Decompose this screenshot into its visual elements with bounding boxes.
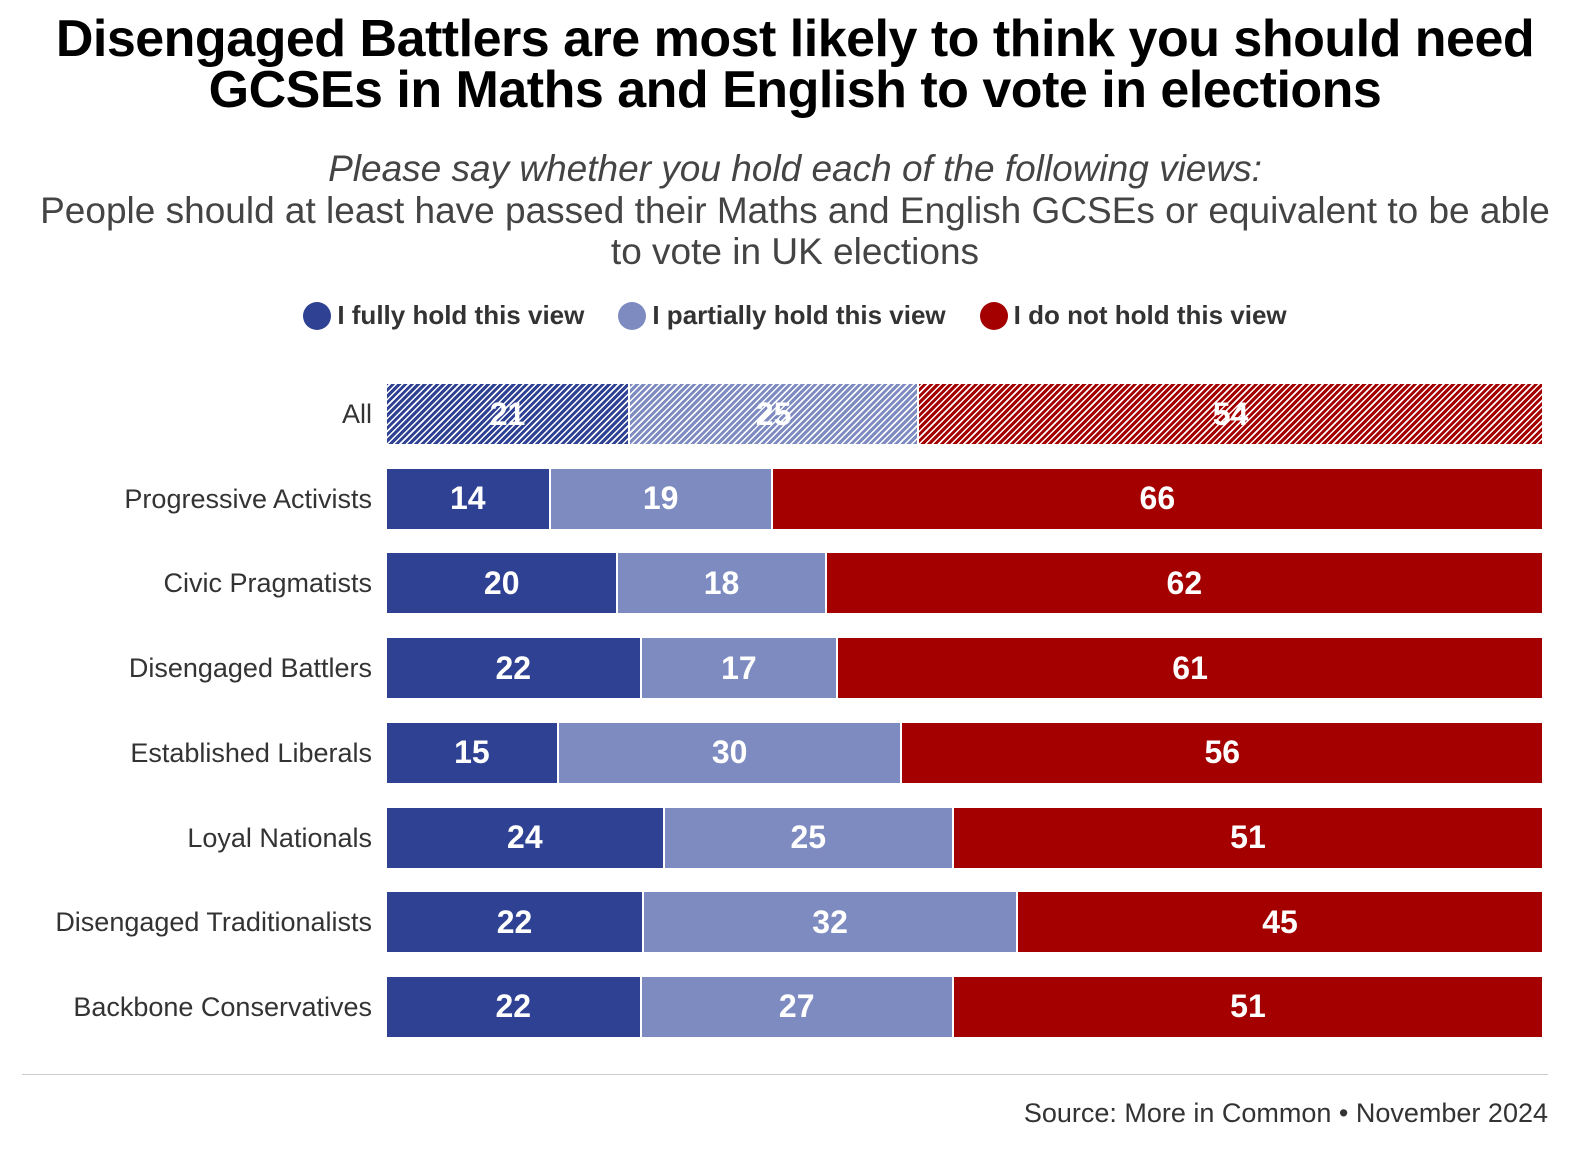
- data-label: 22: [495, 649, 532, 686]
- data-label: 32: [812, 903, 848, 940]
- bar-segment: 22: [387, 892, 645, 953]
- data-label: 14: [450, 480, 486, 517]
- data-label: 19: [642, 480, 679, 517]
- legend-label: I partially hold this view: [652, 300, 946, 330]
- data-label: 54: [1212, 395, 1249, 432]
- chart-subtitle-question: Please say whether you hold each of the …: [328, 148, 1262, 189]
- legend: I fully hold this view I partially hold t…: [0, 300, 1590, 331]
- data-label: 51: [1230, 988, 1266, 1025]
- bar-segment: 30: [558, 722, 903, 783]
- data-label: 66: [1139, 480, 1176, 517]
- bar-segment: 45: [1018, 892, 1544, 953]
- bar-segment: 25: [664, 807, 954, 868]
- bar-segment: 18: [618, 553, 827, 614]
- bar-segment: 32: [644, 892, 1019, 953]
- data-label: 15: [454, 734, 490, 771]
- data-label: 25: [790, 819, 827, 855]
- bar-segment: 25: [629, 384, 920, 444]
- bar-segment: 14: [387, 468, 551, 529]
- category-label: Disengaged Battlers: [128, 653, 372, 684]
- category-label: All: [341, 399, 372, 429]
- data-label: 24: [507, 819, 543, 855]
- legend-label: I do not hold this view: [1013, 300, 1287, 330]
- bar-segment: 21: [387, 384, 630, 444]
- bar-segment: 54: [919, 384, 1544, 444]
- data-label: 17: [721, 649, 757, 686]
- data-label: 21: [489, 395, 526, 432]
- bar-segment: 19: [550, 468, 773, 529]
- bar-segment: 27: [641, 976, 954, 1037]
- data-label: 62: [1166, 564, 1203, 601]
- legend-swatch: [303, 301, 332, 330]
- divider: [22, 1074, 1548, 1075]
- source-note: Source: More in Common • November 2024: [1023, 1098, 1548, 1128]
- category-label: Loyal Nationals: [187, 822, 372, 853]
- bar-segment: 56: [902, 722, 1544, 783]
- legend-swatch: [618, 301, 647, 330]
- bar-segment: 61: [838, 638, 1544, 699]
- category-label: Civic Pragmatists: [163, 568, 372, 599]
- data-label: 27: [778, 988, 815, 1025]
- category-label: Progressive Activists: [124, 483, 372, 514]
- data-label: 30: [711, 734, 748, 771]
- data-label: 56: [1204, 734, 1241, 771]
- legend-label: I fully hold this view: [337, 300, 585, 330]
- data-label: 61: [1172, 649, 1208, 686]
- bar-segment: 66: [772, 468, 1544, 529]
- legend-item: I partially hold this view: [618, 300, 946, 331]
- bar-segment: 15: [387, 722, 559, 783]
- data-label: 22: [495, 988, 532, 1025]
- legend-swatch: [979, 301, 1008, 330]
- chart-subtitle-statement: People should at least have passed their…: [40, 190, 1550, 272]
- category-label: Backbone Conservatives: [73, 991, 372, 1022]
- data-label: 51: [1230, 819, 1266, 855]
- legend-item: I fully hold this view: [303, 300, 584, 331]
- legend-item: I do not hold this view: [979, 300, 1287, 331]
- category-label: Disengaged Traditionalists: [55, 907, 372, 938]
- bar-segment: 22: [387, 638, 642, 699]
- bar-segment: 24: [387, 807, 665, 868]
- bar-segment: 20: [387, 553, 619, 614]
- bar-segment: 22: [387, 976, 642, 1037]
- data-label: 18: [703, 564, 740, 601]
- data-label: 45: [1262, 903, 1298, 940]
- data-label: 20: [483, 564, 520, 601]
- category-label: Established Liberals: [130, 737, 372, 768]
- bar-segment: 51: [953, 807, 1544, 868]
- bar-segment: 62: [826, 553, 1544, 614]
- bar-segment: 51: [953, 976, 1544, 1037]
- data-label: 25: [755, 395, 792, 432]
- data-label: 22: [496, 903, 533, 940]
- bar-segment: 17: [641, 638, 839, 699]
- chart-title: Disengaged Battlers are most likely to t…: [55, 10, 1535, 119]
